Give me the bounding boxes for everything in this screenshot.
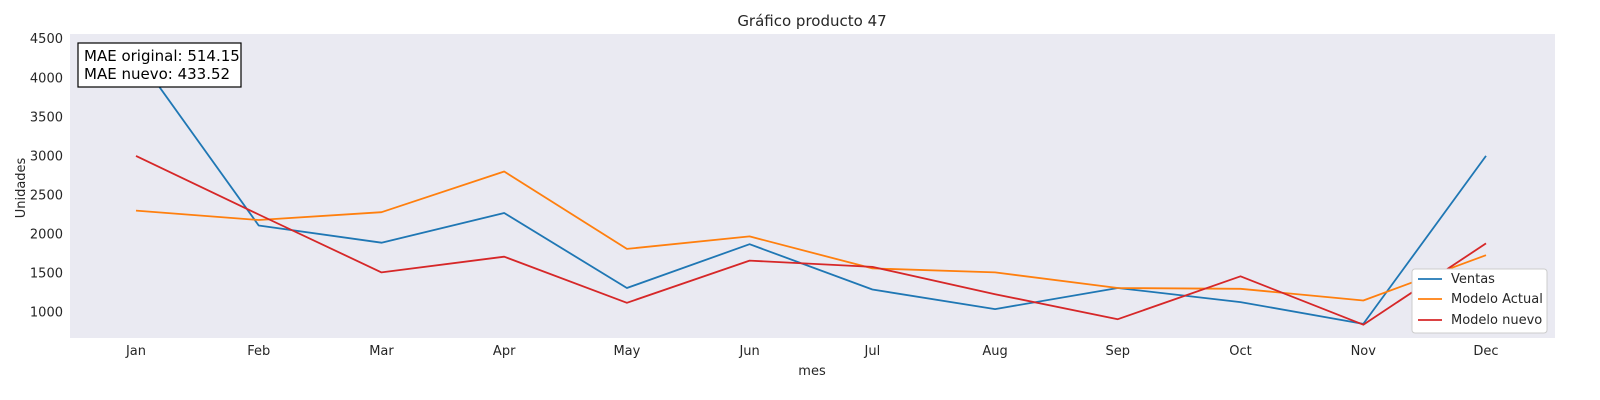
x-tick-label: Aug — [982, 344, 1007, 359]
x-tick-label: Jan — [125, 344, 146, 359]
legend-label-modelo-actual: Modelo Actual — [1451, 292, 1543, 307]
annotation-mae-nuevo: MAE nuevo: 433.52 — [84, 65, 230, 83]
y-tick-label: 2000 — [30, 228, 63, 243]
y-tick-label: 4500 — [30, 32, 63, 47]
legend: Ventas Modelo Actual Modelo nuevo — [1411, 268, 1548, 334]
x-axis-title: mes — [798, 364, 826, 379]
series-line-modelo-actual — [135, 170, 1487, 302]
x-tick-label: May — [613, 344, 640, 359]
annotation-mae-original: MAE original: 514.15 — [84, 47, 240, 65]
x-tick-label: Dec — [1473, 344, 1498, 359]
y-tick-label: 2500 — [30, 188, 63, 203]
y-tick-label: 3500 — [30, 110, 63, 125]
y-axis: 1000 1500 2000 2500 3000 3500 4000 4500 — [30, 32, 63, 321]
x-axis: Jan Feb Mar Apr May Jun Jul Aug Sep Oct Nov Dec — [125, 344, 1499, 359]
x-tick-label: Nov — [1351, 344, 1377, 359]
x-tick-label: Jun — [738, 344, 759, 359]
x-tick-label: Mar — [369, 344, 394, 359]
y-tick-label: 1500 — [30, 267, 63, 282]
legend-label-ventas: Ventas — [1451, 272, 1495, 287]
series-line-modelo-nuevo — [135, 155, 1487, 326]
plot-area — [70, 34, 1555, 338]
x-tick-label: Jul — [864, 344, 881, 359]
series-layer — [135, 53, 1487, 326]
x-tick-label: Apr — [493, 344, 516, 359]
y-tick-label: 4000 — [30, 71, 63, 86]
x-tick-label: Sep — [1106, 344, 1131, 359]
annotation-box: MAE original: 514.15 MAE nuevo: 433.52 — [77, 42, 242, 88]
chart-title: Gráfico producto 47 — [737, 12, 886, 30]
y-tick-label: 3000 — [30, 149, 63, 164]
legend-label-modelo-nuevo: Modelo nuevo — [1451, 313, 1542, 328]
y-axis-title: Unidades — [14, 157, 29, 218]
x-tick-label: Feb — [247, 344, 270, 359]
x-tick-label: Oct — [1229, 344, 1251, 359]
series-line-ventas — [135, 53, 1487, 325]
y-tick-label: 1000 — [30, 306, 63, 321]
